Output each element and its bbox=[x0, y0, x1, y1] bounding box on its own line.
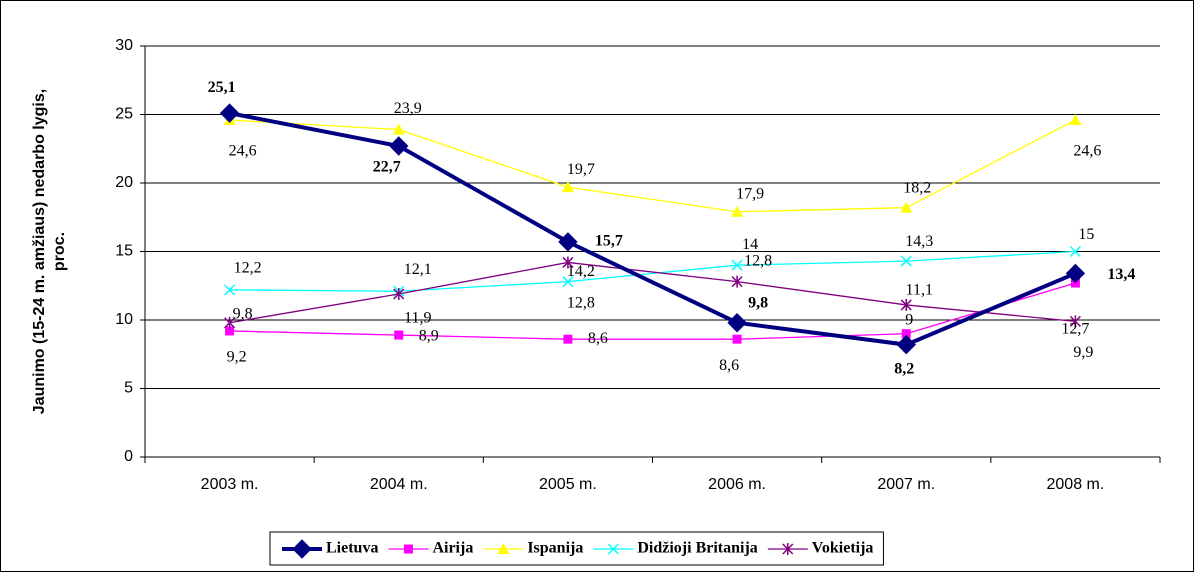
data-point bbox=[219, 103, 240, 123]
x-tick-label: 2006 m. bbox=[708, 476, 766, 493]
y-tick-label: 15 bbox=[115, 243, 133, 260]
data-point bbox=[561, 181, 574, 193]
data-point bbox=[224, 284, 236, 296]
data-point bbox=[393, 287, 405, 300]
legend-marker bbox=[782, 543, 794, 555]
data-point bbox=[900, 298, 912, 311]
data-point bbox=[727, 313, 747, 333]
data-label: 19,7 bbox=[567, 161, 595, 178]
legend-marker bbox=[497, 543, 510, 554]
data-point bbox=[731, 205, 744, 217]
y-tick-label: 10 bbox=[115, 311, 133, 328]
data-point bbox=[1065, 263, 1086, 284]
data-label: 24,6 bbox=[1073, 143, 1101, 160]
legend-label: Ispanija bbox=[527, 540, 583, 557]
data-point bbox=[732, 334, 742, 344]
data-label: 12,1 bbox=[404, 261, 432, 278]
y-tick-label: 25 bbox=[115, 106, 133, 123]
data-label: 11,1 bbox=[906, 282, 933, 299]
y-axis-label: proc. bbox=[51, 232, 68, 271]
x-tick-label: 2008 m. bbox=[1047, 476, 1105, 493]
legend-label: Lietuva bbox=[326, 540, 378, 557]
data-label: 9,8 bbox=[233, 305, 253, 322]
legend-marker bbox=[607, 543, 619, 555]
legend-marker bbox=[292, 539, 312, 559]
data-label: 9,9 bbox=[1073, 344, 1093, 361]
data-point bbox=[900, 201, 913, 213]
data-label: 24,6 bbox=[229, 143, 257, 160]
series-line bbox=[229, 250, 1076, 292]
data-point bbox=[1069, 315, 1081, 328]
data-label: 9,2 bbox=[227, 349, 247, 366]
y-tick-label: 5 bbox=[124, 380, 133, 397]
x-tick-label: 2005 m. bbox=[539, 476, 597, 493]
data-point bbox=[563, 334, 573, 344]
data-label: 9 bbox=[905, 311, 913, 328]
data-label: 11,9 bbox=[404, 310, 431, 327]
data-point bbox=[225, 326, 235, 336]
x-tick-label: 2003 m. bbox=[201, 476, 259, 493]
data-label: 14,2 bbox=[567, 263, 595, 280]
data-label: 8,6 bbox=[719, 357, 739, 374]
data-point bbox=[1069, 245, 1081, 258]
data-label: 12,2 bbox=[234, 260, 262, 277]
data-label: 23,9 bbox=[394, 100, 422, 117]
data-point bbox=[731, 275, 743, 288]
data-point bbox=[562, 256, 574, 269]
data-point bbox=[901, 329, 911, 339]
series-line bbox=[229, 111, 1077, 347]
data-point bbox=[562, 276, 574, 288]
data-point bbox=[224, 316, 236, 329]
data-label: 25,1 bbox=[208, 79, 236, 96]
data-label: 12,8 bbox=[744, 252, 772, 269]
series-line bbox=[229, 119, 1076, 213]
data-label: 14 bbox=[742, 236, 758, 253]
legend: Lietuva Airija Ispanija Didžioji Britanija V… bbox=[269, 531, 884, 566]
data-label: 8,9 bbox=[419, 328, 439, 345]
data-label: 15 bbox=[1078, 226, 1094, 243]
data-label: 13,4 bbox=[1107, 266, 1135, 283]
x-tick-label: 2007 m. bbox=[877, 476, 935, 493]
x-tick-label: 2004 m. bbox=[370, 476, 428, 493]
data-point bbox=[558, 232, 578, 252]
series-line bbox=[229, 261, 1076, 324]
data-label: 18,2 bbox=[903, 179, 931, 196]
data-label: 22,7 bbox=[373, 159, 401, 176]
data-label: 8,6 bbox=[588, 330, 608, 347]
data-point bbox=[389, 136, 409, 156]
legend-label: Vokietija bbox=[812, 540, 874, 557]
data-label: 8,2 bbox=[894, 360, 914, 377]
data-point bbox=[1069, 113, 1082, 125]
data-point bbox=[392, 123, 405, 135]
series-line bbox=[229, 282, 1076, 340]
data-label: 15,7 bbox=[595, 233, 623, 250]
data-label: 12,7 bbox=[1061, 321, 1089, 338]
y-tick-label: 20 bbox=[115, 174, 133, 191]
data-label: 12,8 bbox=[567, 294, 595, 311]
y-tick-label: 30 bbox=[115, 37, 133, 54]
data-label: 17,9 bbox=[736, 185, 764, 202]
legend-marker bbox=[403, 544, 413, 554]
data-point bbox=[731, 259, 743, 271]
data-point bbox=[900, 255, 912, 267]
legend-label: Airija bbox=[432, 540, 473, 557]
data-label: 9,8 bbox=[748, 294, 768, 311]
data-point bbox=[394, 330, 404, 340]
y-axis-label: Jaunimo (15-24 m. amžiaus) nedarbo lygis… bbox=[31, 89, 48, 414]
data-point bbox=[896, 334, 916, 355]
legend-label: Didžioji Britanija bbox=[637, 540, 757, 557]
y-tick-label: 0 bbox=[124, 448, 133, 465]
data-label: 14,3 bbox=[905, 233, 933, 250]
